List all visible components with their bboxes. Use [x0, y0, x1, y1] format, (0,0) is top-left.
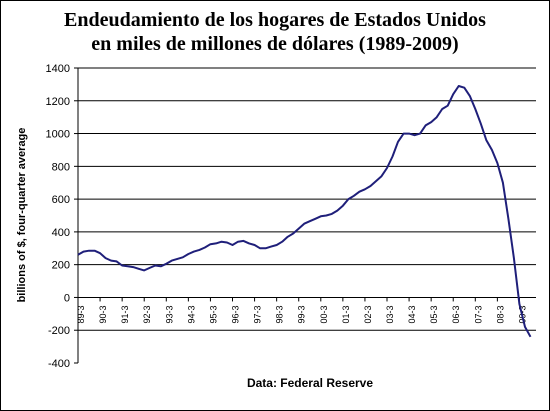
x-tick-label: 94-3 [186, 305, 196, 323]
y-tick-label: 1400 [46, 63, 70, 75]
y-axis-label: billions of $, four-quarter average [16, 127, 28, 303]
chart-title-line-1: Endeudamiento de los hogares de Estados … [64, 9, 486, 31]
x-tick-label: 91-3 [120, 305, 130, 323]
y-tick-label: 800 [52, 161, 70, 173]
y-tick-label: -200 [48, 325, 70, 337]
x-tick-label: 93-3 [164, 305, 174, 323]
x-tick-label: 98-3 [275, 305, 285, 323]
x-tick-label: 95-3 [208, 305, 218, 323]
x-tick-label: 97-3 [253, 305, 263, 323]
series-line-1 [77, 85, 532, 338]
x-tick-label: 08-3 [495, 305, 505, 323]
x-tick-label: 96-3 [231, 305, 241, 323]
x-tick-label: 00-3 [319, 305, 329, 323]
x-tick-label: 01-3 [341, 305, 351, 323]
x-tick-label: 05-3 [429, 305, 439, 323]
x-tick-label: 02-3 [363, 305, 373, 323]
x-tick-label: 92-3 [142, 305, 152, 323]
chart-title-line-2: en miles de millones de dólares (1989-20… [91, 33, 459, 55]
y-tick-label: 1200 [46, 96, 70, 108]
source-label: Data: Federal Reserve [246, 376, 374, 390]
x-tick-label: 04-3 [407, 305, 417, 323]
y-tick-label: 600 [52, 194, 70, 206]
x-tick-label: 03-3 [385, 305, 395, 323]
y-tick-label: 0 [64, 292, 70, 304]
y-tick-label: 1000 [46, 129, 70, 141]
x-tick-label: 07-3 [473, 305, 483, 323]
x-tick-label: 89-3 [76, 305, 86, 323]
y-tick-label: -400 [48, 358, 70, 370]
x-tick-label: 90-3 [98, 305, 108, 323]
y-tick-label: 200 [52, 260, 70, 272]
x-tick-label: 99-3 [297, 305, 307, 323]
x-tick-label: 06-3 [451, 305, 461, 323]
y-tick-label: 400 [52, 227, 70, 239]
